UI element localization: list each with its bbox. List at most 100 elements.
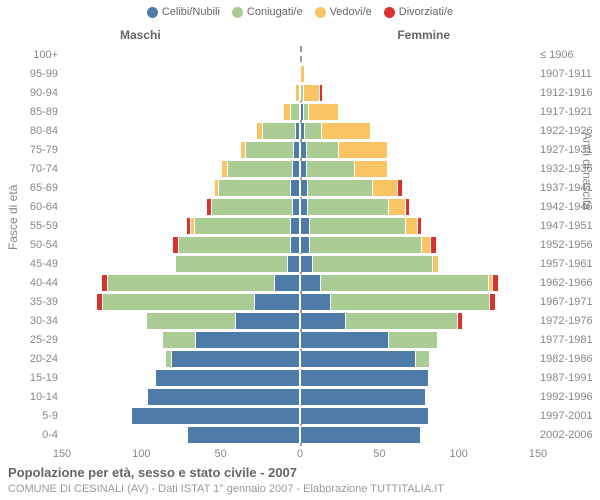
bar-segment	[291, 180, 300, 196]
bar-segment	[300, 389, 425, 405]
bar-segment	[255, 294, 300, 310]
bar-area	[62, 66, 538, 82]
age-row: 90-941912-1916	[62, 84, 538, 103]
chart-title: Popolazione per età, sesso e stato civil…	[8, 465, 297, 480]
age-label: 80-84	[20, 125, 58, 137]
bar-segment	[300, 180, 307, 196]
bar-male	[173, 237, 300, 253]
bar-area	[62, 313, 538, 329]
birth-year-label: 1937-1941	[540, 182, 598, 194]
bar-male	[102, 275, 300, 291]
bar-male	[147, 313, 300, 329]
bar-segment	[275, 275, 300, 291]
legend-label: Divorziati/e	[399, 6, 453, 18]
age-row: 5-91997-2001	[62, 407, 538, 426]
pyramid-rows: 100+≤ 190695-991907-191190-941912-191685…	[62, 46, 538, 446]
label-female: Femmine	[397, 28, 450, 42]
bar-area	[62, 180, 538, 196]
bar-female	[300, 85, 322, 101]
birth-year-label: 1942-1946	[540, 201, 598, 213]
age-label: 40-44	[20, 277, 58, 289]
x-tick: 50	[373, 448, 385, 460]
age-label: 65-69	[20, 182, 58, 194]
population-pyramid-chart: Celibi/NubiliConiugati/eVedovi/eDivorzia…	[0, 0, 600, 500]
bar-area	[62, 199, 538, 215]
bar-segment	[417, 218, 421, 234]
legend-swatch	[232, 7, 243, 18]
bar-area	[62, 256, 538, 272]
bar-female	[300, 66, 304, 82]
bar-segment	[284, 104, 291, 120]
bar-segment	[293, 199, 300, 215]
bar-male	[207, 199, 300, 215]
bar-area	[62, 237, 538, 253]
bar-segment	[345, 313, 457, 329]
age-row: 15-191987-1991	[62, 369, 538, 388]
bar-segment	[147, 313, 235, 329]
age-row: 65-691937-1941	[62, 179, 538, 198]
age-row: 30-341972-1976	[62, 312, 538, 331]
bar-segment	[309, 218, 405, 234]
bar-female	[300, 313, 462, 329]
x-tick: 100	[132, 448, 150, 460]
birth-year-label: 1907-1911	[540, 68, 598, 80]
bar-male	[188, 427, 300, 443]
bar-segment	[172, 351, 300, 367]
bar-segment	[219, 180, 291, 196]
birth-year-label: 1927-1931	[540, 144, 598, 156]
bar-area	[62, 161, 538, 177]
legend-item: Vedovi/e	[315, 6, 372, 18]
bar-male	[241, 142, 300, 158]
legend-item: Celibi/Nubili	[147, 6, 220, 18]
bar-segment	[405, 199, 409, 215]
age-label: 30-34	[20, 315, 58, 327]
bar-segment	[457, 313, 461, 329]
bar-segment	[196, 332, 300, 348]
age-label: 75-79	[20, 144, 58, 156]
bar-male	[222, 161, 300, 177]
bar-area	[62, 427, 538, 443]
bar-male	[156, 370, 300, 386]
bar-male	[148, 389, 300, 405]
bar-segment	[291, 104, 300, 120]
bar-segment	[300, 66, 304, 82]
bar-segment	[228, 161, 292, 177]
age-label: 0-4	[20, 429, 58, 441]
bar-segment	[246, 142, 295, 158]
birth-year-label: 1992-1996	[540, 391, 598, 403]
bar-female	[300, 294, 495, 310]
bar-area	[62, 275, 538, 291]
age-label: 15-19	[20, 372, 58, 384]
y-axis-left-title: Fasce di età	[6, 185, 20, 250]
bar-segment	[307, 199, 387, 215]
bar-segment	[397, 180, 403, 196]
birth-year-label: 1967-1971	[540, 296, 598, 308]
bar-female	[300, 427, 420, 443]
bar-segment	[388, 332, 437, 348]
bar-segment	[303, 85, 320, 101]
bar-segment	[188, 427, 300, 443]
age-label: 50-54	[20, 239, 58, 251]
bar-segment	[405, 218, 417, 234]
x-tick: 100	[449, 448, 467, 460]
bar-segment	[291, 218, 300, 234]
age-row: 0-42002-2006	[62, 426, 538, 445]
age-label: 35-39	[20, 296, 58, 308]
birth-year-label: 1912-1916	[540, 87, 598, 99]
bar-segment	[156, 370, 300, 386]
age-row: 95-991907-1911	[62, 65, 538, 84]
bar-female	[300, 351, 429, 367]
bar-segment	[148, 389, 300, 405]
bar-area	[62, 104, 538, 120]
age-row: 45-491957-1961	[62, 255, 538, 274]
bar-segment	[320, 275, 488, 291]
bar-male	[132, 408, 300, 424]
bar-segment	[212, 199, 292, 215]
bar-segment	[236, 313, 300, 329]
legend-label: Celibi/Nubili	[162, 6, 220, 18]
bar-segment	[132, 408, 300, 424]
bar-male	[257, 123, 300, 139]
age-label: 60-64	[20, 201, 58, 213]
bar-female	[300, 370, 428, 386]
bar-segment	[312, 256, 432, 272]
